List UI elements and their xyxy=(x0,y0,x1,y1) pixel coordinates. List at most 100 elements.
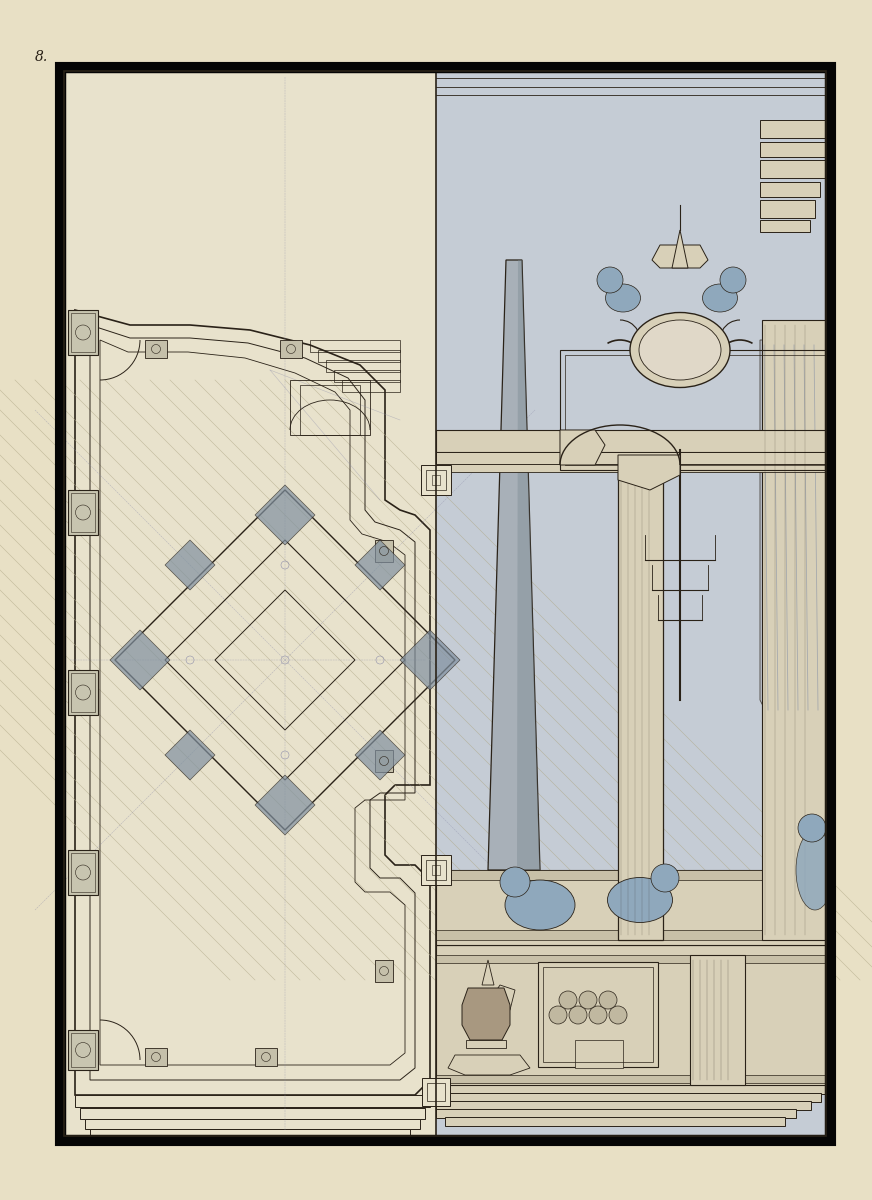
Bar xyxy=(466,1040,506,1048)
Polygon shape xyxy=(760,340,830,720)
Polygon shape xyxy=(165,540,215,590)
Polygon shape xyxy=(560,430,605,464)
Bar xyxy=(60,67,436,1140)
Bar xyxy=(618,450,663,940)
Ellipse shape xyxy=(703,284,738,312)
Bar xyxy=(375,540,393,562)
Bar xyxy=(760,142,830,157)
Bar xyxy=(65,72,825,1135)
Bar xyxy=(71,853,95,892)
Bar xyxy=(68,850,98,895)
Polygon shape xyxy=(652,245,708,268)
Polygon shape xyxy=(448,1055,530,1075)
Bar xyxy=(60,67,830,1140)
Bar xyxy=(145,1048,167,1066)
Bar xyxy=(760,160,825,178)
Bar xyxy=(436,870,830,880)
Bar xyxy=(71,1033,95,1067)
Circle shape xyxy=(500,866,530,898)
Bar xyxy=(760,182,820,197)
Polygon shape xyxy=(517,260,540,870)
Bar xyxy=(762,320,830,940)
Ellipse shape xyxy=(630,312,730,388)
Bar xyxy=(436,1109,796,1118)
Bar xyxy=(68,1030,98,1070)
Bar xyxy=(565,355,825,464)
Bar xyxy=(427,1082,445,1102)
Bar xyxy=(436,930,830,940)
Bar xyxy=(436,67,830,1140)
Text: 8.: 8. xyxy=(35,50,48,64)
Circle shape xyxy=(609,1006,627,1024)
Bar xyxy=(375,960,393,982)
Polygon shape xyxy=(255,775,315,835)
Ellipse shape xyxy=(605,284,641,312)
Circle shape xyxy=(720,266,746,293)
Bar xyxy=(760,120,835,138)
Polygon shape xyxy=(488,260,540,870)
Bar xyxy=(422,1078,450,1106)
Bar xyxy=(436,430,830,452)
Ellipse shape xyxy=(505,880,575,930)
Bar xyxy=(436,464,830,472)
Polygon shape xyxy=(355,540,405,590)
Polygon shape xyxy=(165,730,215,780)
Bar xyxy=(436,1085,830,1094)
Bar xyxy=(64,71,826,1136)
Bar xyxy=(68,670,98,715)
Bar xyxy=(300,385,360,434)
Bar xyxy=(436,1102,811,1110)
Bar xyxy=(432,865,440,875)
Bar xyxy=(71,313,95,352)
Bar xyxy=(68,490,98,535)
Bar xyxy=(445,1117,785,1126)
Bar xyxy=(71,673,95,712)
Bar xyxy=(71,493,95,532)
Polygon shape xyxy=(490,985,515,1010)
Bar xyxy=(432,475,440,485)
Polygon shape xyxy=(618,455,680,490)
Circle shape xyxy=(569,1006,587,1024)
Bar xyxy=(538,962,658,1067)
Ellipse shape xyxy=(608,877,672,923)
Polygon shape xyxy=(75,310,430,1094)
Ellipse shape xyxy=(796,830,834,910)
Bar xyxy=(575,1040,623,1068)
Bar xyxy=(326,360,400,372)
Bar xyxy=(436,870,830,946)
Bar xyxy=(80,1108,425,1118)
Bar xyxy=(342,380,400,392)
Bar xyxy=(760,200,815,218)
Bar xyxy=(421,854,451,886)
Bar xyxy=(426,470,446,490)
Polygon shape xyxy=(672,230,688,268)
Bar xyxy=(334,370,400,382)
Bar xyxy=(90,1129,410,1138)
Bar xyxy=(560,350,830,470)
Bar xyxy=(760,220,810,232)
Circle shape xyxy=(597,266,623,293)
Bar xyxy=(60,67,830,1140)
Bar xyxy=(318,350,400,362)
Bar xyxy=(436,1093,821,1102)
Ellipse shape xyxy=(639,320,721,380)
Circle shape xyxy=(798,814,826,842)
Bar xyxy=(436,1075,830,1082)
Bar xyxy=(543,967,653,1062)
Bar xyxy=(75,1094,430,1106)
Polygon shape xyxy=(482,960,494,985)
Circle shape xyxy=(559,991,577,1009)
Bar xyxy=(290,380,370,434)
Circle shape xyxy=(579,991,597,1009)
Polygon shape xyxy=(462,988,510,1040)
Bar xyxy=(85,1118,420,1129)
Polygon shape xyxy=(255,485,315,545)
Polygon shape xyxy=(400,630,460,690)
Bar xyxy=(436,452,830,464)
Polygon shape xyxy=(110,630,170,690)
Bar xyxy=(421,464,451,494)
Circle shape xyxy=(589,1006,607,1024)
Circle shape xyxy=(651,864,679,892)
Polygon shape xyxy=(355,730,405,780)
Bar xyxy=(255,1048,277,1066)
